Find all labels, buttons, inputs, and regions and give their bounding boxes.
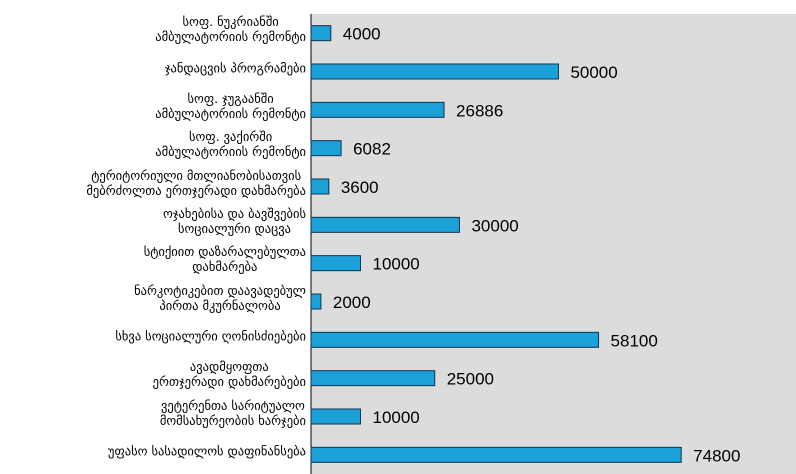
bar — [310, 255, 361, 272]
value-label: 58100 — [611, 331, 658, 350]
value-label: 30000 — [471, 216, 518, 235]
value-label: 2000 — [333, 293, 371, 312]
value-label: 50000 — [570, 63, 617, 82]
category-label: ოჯახებისა და ბავშვების სოციალური დაცვა — [163, 205, 306, 236]
bar — [310, 25, 332, 42]
bar — [310, 331, 600, 348]
category-label: ჯანდაცვის პროგრამები — [164, 60, 306, 75]
bar — [310, 63, 559, 80]
category-label: ნარკოტიკებით დაავადებულ პირთა მკურნალობა — [134, 282, 306, 313]
value-label: 26886 — [456, 101, 503, 120]
value-label: 3600 — [341, 178, 379, 197]
bar — [310, 101, 445, 118]
category-label: ვეტერენთა სარიტუალო მომსახურეობის ხარჯებ… — [159, 397, 306, 428]
bar — [310, 216, 460, 233]
category-label: სტიქიით დაზარალებულთა დახმარება — [143, 244, 306, 275]
category-label: სოფ. ჯუგაანში ამბულატორიის რემონტი — [155, 90, 306, 121]
value-label: 25000 — [447, 370, 494, 389]
category-label: ავადმყოფთა ერთჯერადი დახმარებები — [152, 359, 306, 390]
bar — [310, 178, 330, 195]
category-label: სოფ. ვაქირში ამბულატორიის რემონტი — [155, 129, 306, 160]
bar — [310, 446, 682, 463]
bar — [310, 370, 436, 387]
value-label: 6082 — [353, 140, 391, 159]
bar — [310, 140, 342, 157]
category-label: სოფ. ნუკრიანში ამბულატორიის რემონტი — [155, 14, 306, 45]
value-label: 10000 — [372, 408, 419, 427]
plot-area — [311, 14, 796, 474]
bar — [310, 293, 322, 310]
category-label: სხვა სოციალური ღონისძიებები — [115, 328, 306, 344]
value-label: 10000 — [372, 255, 419, 274]
value-label: 4000 — [343, 25, 381, 44]
bar — [310, 408, 361, 425]
category-label: უფასო სასადილოს დაფინანსება — [107, 443, 306, 459]
value-label: 74800 — [693, 446, 740, 465]
category-label: ტერიტორიული მთლიანობისათვის მებრძოლთა ერ… — [86, 167, 306, 198]
